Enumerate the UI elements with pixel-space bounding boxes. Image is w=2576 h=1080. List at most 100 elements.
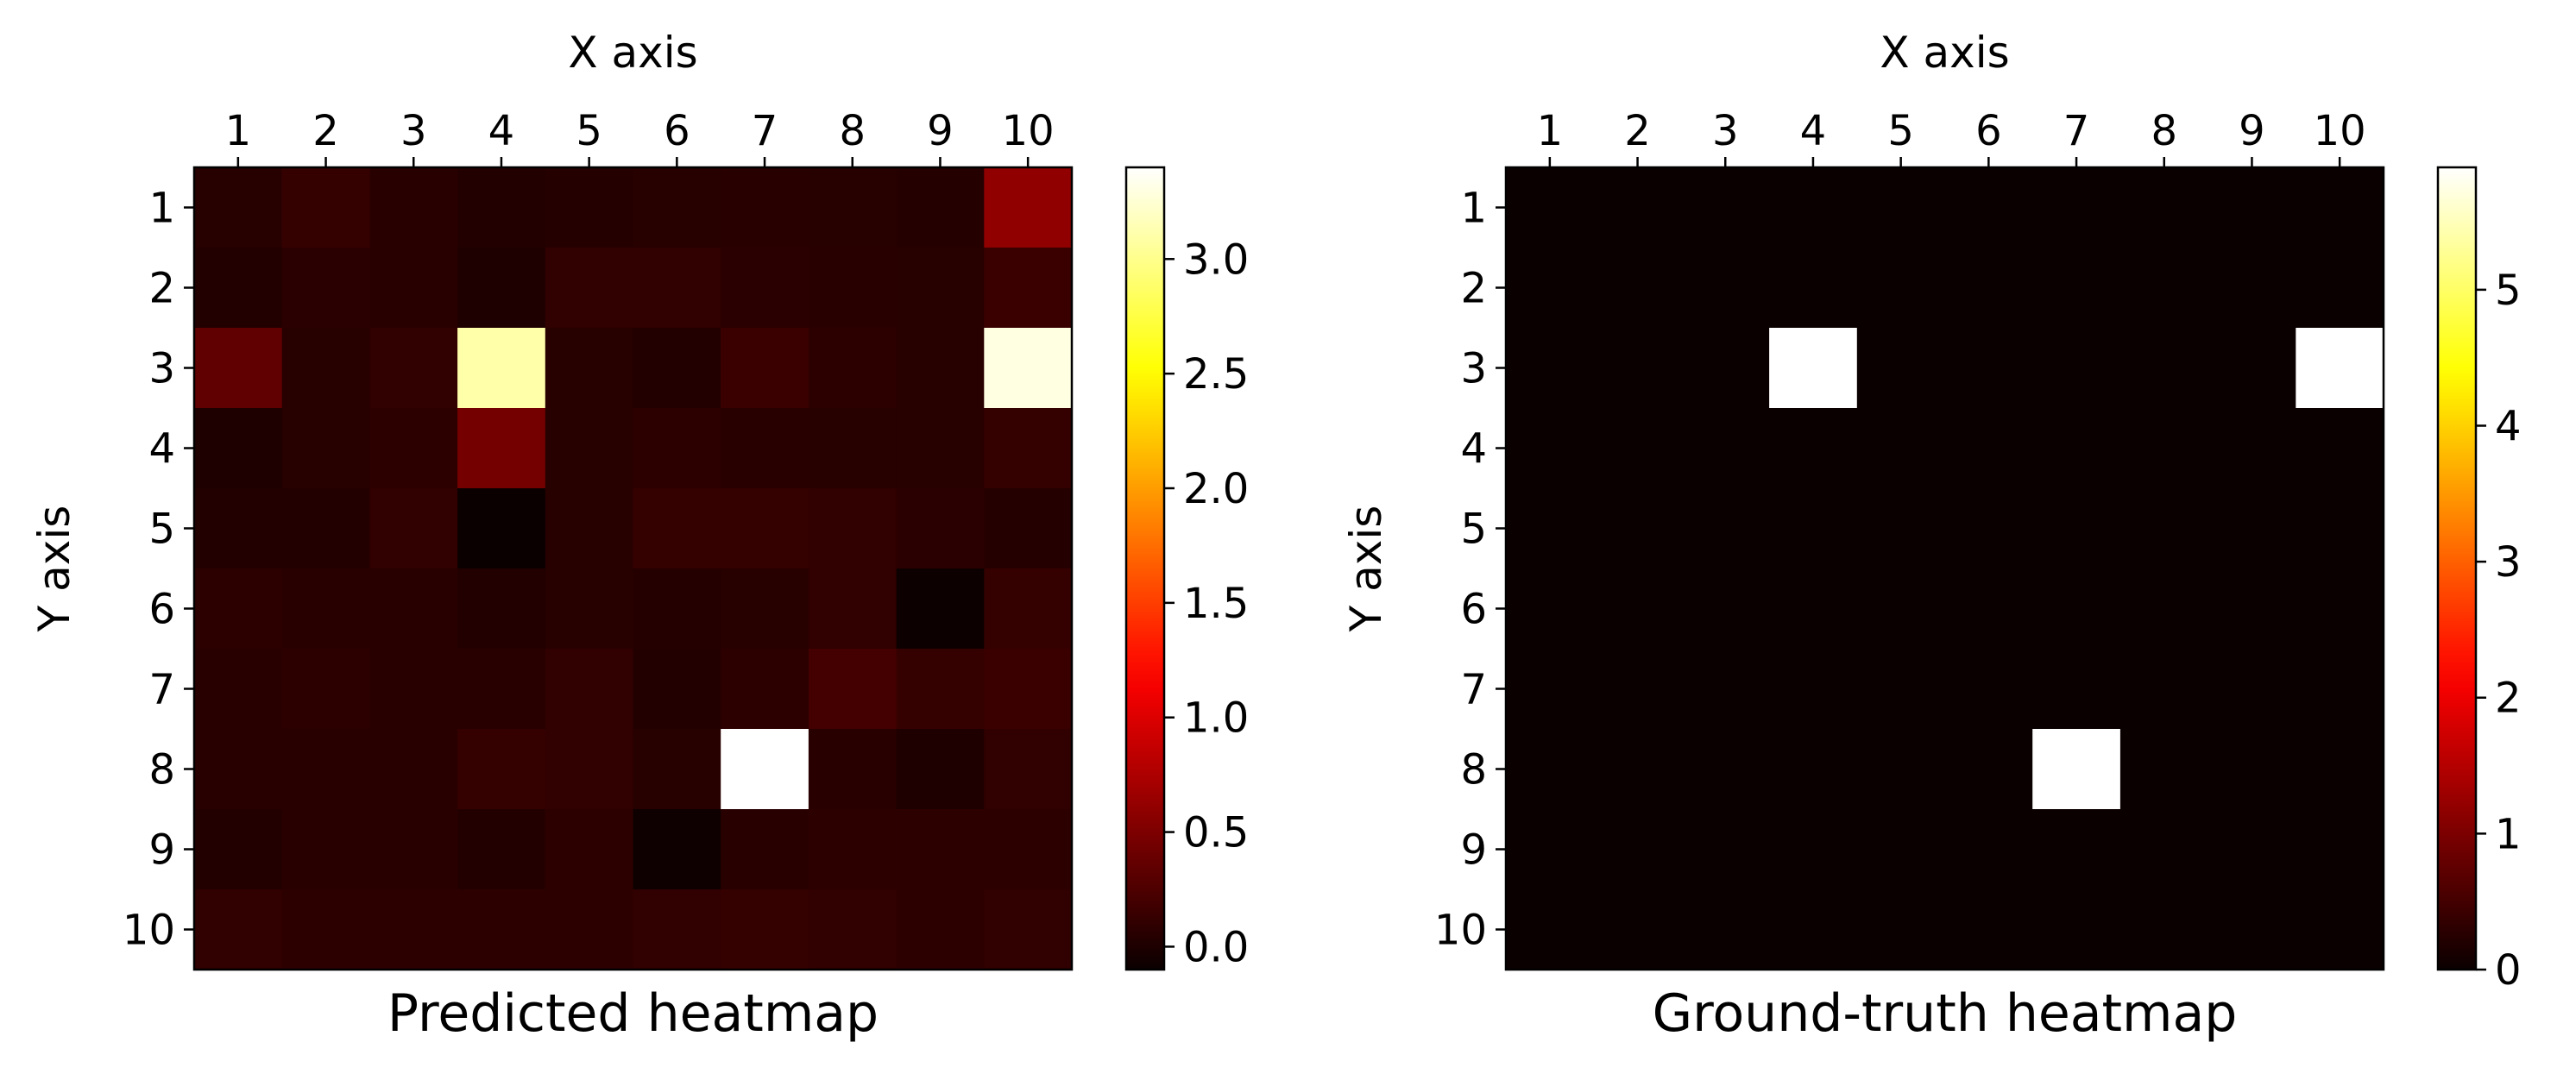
heatmap-cell-r5-c9 [2208, 488, 2296, 569]
heatmap-cell-r9-c5 [1857, 809, 1945, 890]
heatmap-cell-r8-c10 [2296, 729, 2384, 810]
heatmap-cell-r1-c5 [545, 167, 633, 248]
heatmap-cell-r3-c5 [1857, 328, 1945, 409]
x-tick-label: 9 [2239, 107, 2265, 155]
heatmap-cell-r6-c1 [1506, 568, 1594, 650]
heatmap-cell-r4-c4 [1769, 408, 1857, 489]
x-tick-label: 2 [1624, 107, 1651, 155]
heatmap-cell-r2-c7 [2032, 248, 2120, 329]
x-tick-label: 4 [1800, 107, 1827, 155]
heatmap-cell-r4-c2 [282, 408, 370, 489]
y-tick-label: 5 [1460, 505, 1487, 554]
heatmap-cell-r9-c1 [1506, 809, 1594, 890]
heatmap-cell-r7-c7 [2032, 649, 2120, 730]
heatmap-cell-r4-c2 [1594, 408, 1682, 489]
heatmap-cell-r4-c10 [2296, 408, 2384, 489]
heatmap-cell-r6-c2 [282, 568, 370, 650]
heatmap-cell-r9-c6 [633, 809, 721, 890]
heatmap-cell-r6-c6 [1945, 568, 2033, 650]
heatmap-cell-r5-c7 [2032, 488, 2120, 569]
heatmap-cell-r1-c2 [282, 167, 370, 248]
heatmap-cell-r8-c5 [545, 729, 633, 810]
heatmap-cell-r7-c7 [721, 649, 809, 730]
heatmap-cell-r5-c9 [897, 488, 985, 569]
heatmap-cell-r3-c1 [1506, 328, 1594, 409]
heatmap-cell-r2-c3 [1681, 248, 1769, 329]
heatmap-cell-r8-c8 [809, 729, 897, 810]
heatmap-cell-r2-c10 [984, 248, 1072, 329]
heatmap-cell-r5-c5 [545, 488, 633, 569]
heatmap-cell-r10-c7 [721, 889, 809, 970]
x-tick-label: 10 [1002, 107, 1055, 155]
heatmap-cell-r4-c9 [2208, 408, 2296, 489]
x-tick-label: 2 [312, 107, 339, 155]
heatmap-cell-r10-c3 [369, 889, 457, 970]
heatmap-cell-r5-c10 [2296, 488, 2384, 569]
colorbar-tick-label: 3 [2495, 538, 2522, 587]
x-axis-label: X axis [568, 28, 697, 78]
heatmap-cell-r2-c8 [2120, 248, 2208, 329]
heatmap-cell-r10-c8 [809, 889, 897, 970]
heatmap-cell-r10-c10 [984, 889, 1072, 970]
heatmap-cell-r9-c8 [809, 809, 897, 890]
y-tick-label: 10 [123, 907, 175, 955]
y-tick-label: 3 [1460, 345, 1487, 393]
heatmap-cell-r3-c2 [282, 328, 370, 409]
heatmap-cell-r4-c7 [2032, 408, 2120, 489]
heatmap-cell-r1-c8 [809, 167, 897, 248]
y-tick-label: 1 [1460, 185, 1487, 233]
heatmap-cell-r6-c3 [369, 568, 457, 650]
heatmap-cell-r8-c7 [721, 729, 809, 810]
heatmap-cell-r2-c6 [1945, 248, 2033, 329]
heatmap-cell-r1-c4 [457, 167, 545, 248]
heatmap-cell-r4-c6 [633, 408, 721, 489]
heatmap-cell-r3-c6 [633, 328, 721, 409]
colorbar-tick-label: 4 [2495, 402, 2522, 450]
heatmap-cell-r5-c7 [721, 488, 809, 569]
heatmap-cell-r10-c9 [2208, 889, 2296, 970]
x-tick-label: 9 [927, 107, 954, 155]
y-tick-label: 6 [148, 586, 175, 634]
heatmap-cell-r6-c4 [1769, 568, 1857, 650]
heatmap-cell-r5-c1 [1506, 488, 1594, 569]
heatmap-cell-r7-c6 [1945, 649, 2033, 730]
y-tick-label: 6 [1460, 586, 1487, 634]
heatmap-cell-r6-c9 [2208, 568, 2296, 650]
heatmap-cell-r1-c9 [897, 167, 985, 248]
heatmap-cell-r6-c4 [457, 568, 545, 650]
heatmap-cell-r10-c6 [1945, 889, 2033, 970]
heatmap-cell-r8-c4 [1769, 729, 1857, 810]
colorbar-tick-label: 0 [2495, 946, 2522, 995]
heatmap-cell-r5-c2 [1594, 488, 1682, 569]
chart-title: Predicted heatmap [387, 983, 879, 1044]
x-tick-label: 1 [225, 107, 252, 155]
heatmap-cell-r6-c7 [721, 568, 809, 650]
x-tick-label: 7 [2063, 107, 2090, 155]
heatmap-cell-r7-c1 [1506, 649, 1594, 730]
heatmap-cell-r3-c5 [545, 328, 633, 409]
heatmap-cell-r10-c2 [282, 889, 370, 970]
heatmap-cell-r3-c4 [457, 328, 545, 409]
x-tick-label: 5 [1887, 107, 1914, 155]
heatmap-cell-r7-c8 [809, 649, 897, 730]
heatmap-cell-r8-c10 [984, 729, 1072, 810]
heatmap-cell-r6-c8 [2120, 568, 2208, 650]
heatmap-cell-r4-c4 [457, 408, 545, 489]
heatmap-cell-r4-c5 [545, 408, 633, 489]
y-tick-label: 5 [148, 505, 175, 554]
heatmap-cell-r3-c10 [2296, 328, 2384, 409]
heatmap-cell-r5-c4 [457, 488, 545, 569]
colorbar-tick-label: 3.0 [1183, 235, 1249, 284]
chart-title: Ground-truth heatmap [1653, 983, 2238, 1044]
heatmap-cell-r7-c6 [633, 649, 721, 730]
heatmap-cell-r3-c8 [809, 328, 897, 409]
heatmap-cell-r10-c7 [2032, 889, 2120, 970]
y-tick-label: 10 [1434, 907, 1487, 955]
x-tick-label: 8 [2151, 107, 2177, 155]
colorbar-tick-label: 5 [2495, 267, 2522, 315]
heatmap-cell-r10-c5 [545, 889, 633, 970]
heatmap-cell-r9-c9 [897, 809, 985, 890]
heatmap-cell-r8-c9 [897, 729, 985, 810]
y-tick-label: 2 [148, 265, 175, 313]
heatmap-cell-r3-c6 [1945, 328, 2033, 409]
